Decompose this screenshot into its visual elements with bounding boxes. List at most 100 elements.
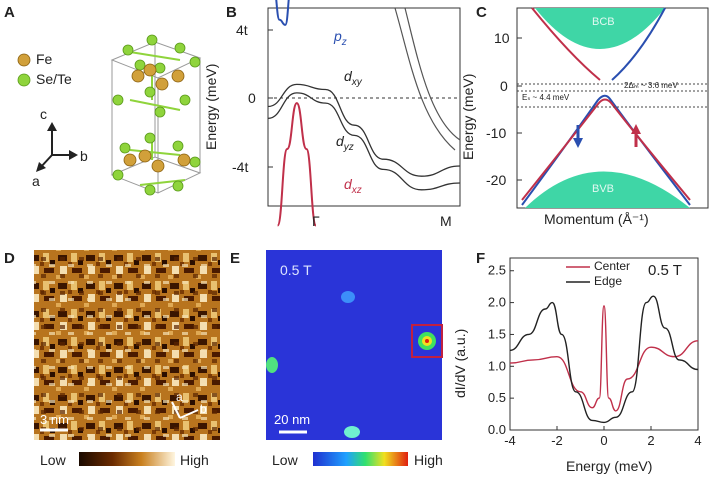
cb-edge-left [531,7,601,81]
panel-b [267,0,461,227]
panel-f-ylabel: dI/dV (a.u.) [452,328,468,398]
band-label-dxz: dxz [344,176,362,196]
panel-c-label: C [476,4,487,21]
legend-center-label: Center [594,259,631,273]
panel-e-cbar-high: High [414,452,443,468]
bulk-valence-band [525,171,690,208]
panel-c-ylabel: Energy (meV) [460,73,476,160]
panel-c-ytick-m10: -10 [486,125,507,141]
panel-e-label: E [230,250,241,267]
panel-d-axis-b-label: b [200,402,207,416]
spectrum-center [509,305,699,412]
vortex-spot-1 [341,291,355,303]
panel-d-axis-b [179,409,199,419]
panel-f-field: 0.5 T [648,262,682,279]
panel-b-label: B [226,4,237,21]
spin-down-arrow-head [573,138,583,148]
panel-f-ytick-label: 2.0 [488,295,506,310]
panel-f-ticks: -4 -2 0 2 4 0.0 0.5 1.0 1.5 2.0 2.5 [488,263,702,448]
panel-f-ytick-label: 1.5 [488,326,506,341]
axis-b-label: b [80,148,88,164]
legend-se-te-marker [17,73,31,87]
panel-f-xtick-label: 2 [647,433,654,448]
legend-edge-label: Edge [594,274,623,288]
axis-triad [39,128,72,169]
panel-c-ytick-10: 10 [494,30,510,46]
panel-e [266,250,443,466]
panel-a [17,34,202,196]
dirac-cone-red [521,98,691,201]
panel-f-ytick-label: 0.0 [488,422,506,437]
panel-d-axis-a [171,401,181,419]
panel-b-ytick-bottom: -4t [232,159,249,175]
band-lines [267,0,461,227]
legend-fe-marker [17,53,31,67]
axis-c-arrow [47,122,57,131]
panel-a-label: A [4,4,15,21]
panel-f-label: F [476,250,486,267]
panel-e-scale-label: 20 nm [274,412,311,427]
band-steep-1 [394,7,456,151]
axis-b-arrow [69,150,78,160]
bulk-cb-label: BCB [592,16,615,28]
panel-f-series [509,295,699,424]
panel-f-ytick-label: 0.5 [488,390,506,405]
panel-f: -4 -2 0 2 4 0.0 0.5 1.0 1.5 2.0 2.5 [488,257,702,448]
panel-b-ylabel: Energy (meV) [203,63,219,150]
band-d-yz [267,92,461,191]
band-label-dyz: dyz [336,133,354,153]
axis-c-label: c [40,106,47,122]
panel-d-cbar-low: Low [40,452,66,468]
panel-f-xtick-label: 4 [694,433,701,448]
panel-c-ticks [517,37,522,181]
panel-f-xtick-label: -2 [551,433,563,448]
panel-d [34,250,220,466]
axis-a-arrow [36,162,46,172]
panel-e-cbar-low: Low [272,452,298,468]
gap-annotation-2: Eₛ ~ 4.4 meV [522,93,570,102]
panel-d-axis-a-label: a [176,390,183,404]
panel-b-ytick-top: 4t [236,22,248,38]
gap-annotation-1: 2Δₘ ~ 3.6 meV [624,81,678,90]
panel-f-xlabel: Energy (meV) [566,458,653,474]
panel-f-xtick-label: 0 [600,433,607,448]
stm-topography-overlay [34,250,220,440]
bulk-vb-label: BVB [592,183,615,195]
panel-c [516,7,709,209]
panel-b-xtick-gamma: Γ [312,213,320,229]
bulk-conduction-band [535,8,665,49]
panel-b-ticks [268,29,273,168]
fe-atoms [123,63,191,173]
panel-e-field: 0.5 T [280,262,312,278]
vortex-highlight-box [411,324,443,358]
legend-se-te-label: Se/Te [36,71,72,87]
panel-c-ytick-0: 0 [500,78,508,94]
panel-d-scale-label: 3 nm [40,412,69,427]
panel-c-xlabel: Momentum (Å⁻¹) [544,211,649,227]
band-label-pz: pz [334,28,347,48]
panel-f-xtick-label: -4 [504,433,516,448]
panel-b-xtick-m: M [440,213,452,229]
panel-d-cbar-high: High [180,452,209,468]
panel-d-label: D [4,250,15,267]
axis-a-label: a [32,173,40,189]
panel-b-frame [267,7,461,207]
vortex-center-core [425,339,429,343]
vortex-spot-3 [344,426,360,438]
panel-f-ytick-label: 1.0 [488,358,506,373]
cb-edge-right [611,7,666,81]
panel-d-colorbar [79,452,175,466]
panel-f-ytick-label: 2.5 [488,263,506,278]
band-d-xz [276,102,317,227]
legend-fe-label: Fe [36,51,53,67]
spectrum-edge [509,295,699,424]
vortex-spot-2 [266,357,278,373]
panel-e-colorbar [313,452,408,466]
panel-b-ytick-zero: 0 [248,90,256,106]
band-steep-2 [404,7,461,141]
band-d-xy [267,83,461,177]
panel-c-ytick-m20: -20 [486,172,507,188]
band-label-dxy: dxy [344,68,362,88]
